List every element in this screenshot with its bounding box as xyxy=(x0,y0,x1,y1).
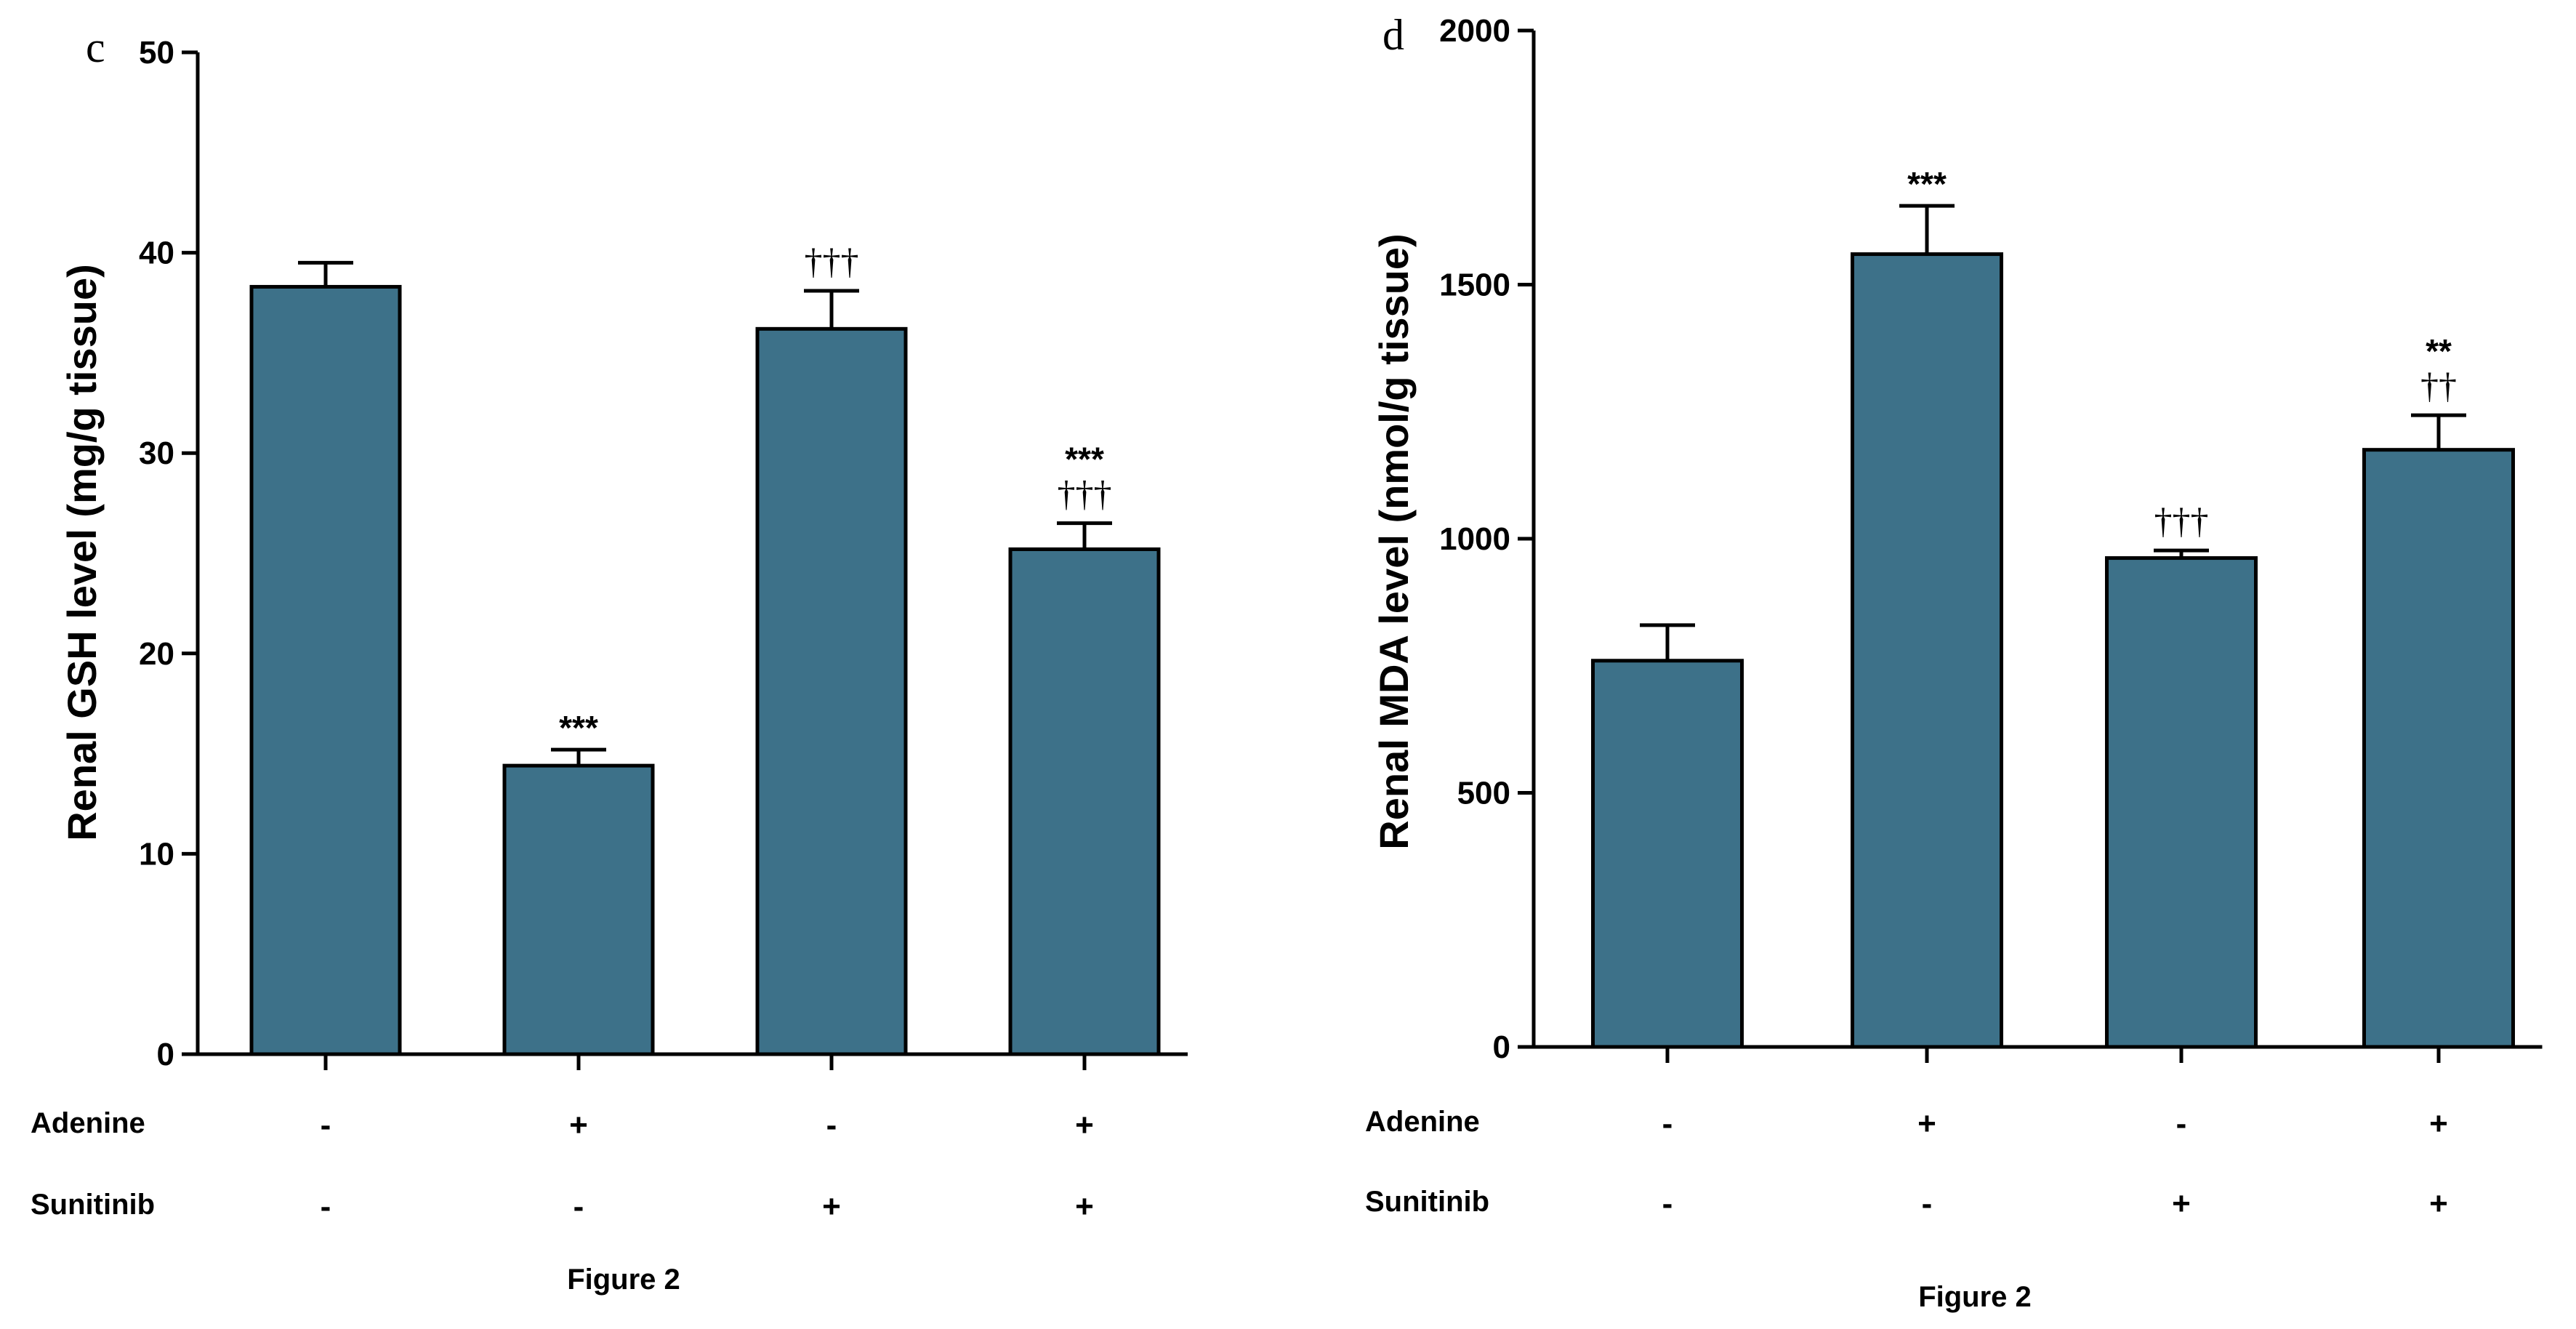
y-tick-label: 500 xyxy=(1457,776,1510,811)
treatment-row-label: Adenine xyxy=(1365,1106,1480,1138)
figure-caption: Figure 2 xyxy=(567,1264,680,1296)
y-tick-label: 40 xyxy=(139,236,174,271)
treatment-sign: + xyxy=(1917,1106,1936,1141)
bar xyxy=(249,284,402,1056)
y-tick-label: 2000 xyxy=(1439,13,1510,49)
treatment-sign: + xyxy=(822,1189,841,1224)
treatment-sign: - xyxy=(573,1189,584,1224)
y-tick-label: 0 xyxy=(157,1037,174,1072)
y-tick-label: 30 xyxy=(139,435,174,471)
y-axis-label: Renal GSH level (mg/g tissue) xyxy=(59,264,105,841)
bar xyxy=(1851,252,2003,1049)
y-tick-label: 10 xyxy=(139,836,174,872)
treatment-sign: + xyxy=(1075,1189,1094,1224)
treatment-row-label: Sunitinib xyxy=(31,1189,155,1221)
treatment-sign: + xyxy=(2172,1186,2191,1221)
significance-daggers: †† xyxy=(2420,365,2457,406)
figure-caption: Figure 2 xyxy=(1918,1281,2032,1313)
panel-label: d xyxy=(1382,11,1404,59)
significance-daggers: ††† xyxy=(805,241,859,281)
bar xyxy=(2105,556,2258,1049)
bar xyxy=(755,326,908,1056)
y-tick-label: 0 xyxy=(1493,1029,1510,1065)
treatment-sign: - xyxy=(1922,1186,1933,1221)
treatment-row-label: Sunitinib xyxy=(1365,1186,1489,1218)
treatment-sign: - xyxy=(321,1107,331,1143)
chart-panel-c: 0 10 20 30 40 50 Renal GSH level (mg/g tissue)… xyxy=(31,23,1188,1296)
significance-stars: ** xyxy=(2426,332,2452,370)
treatment-sign: - xyxy=(2176,1106,2187,1141)
significance-stars: *** xyxy=(1065,441,1104,478)
significance-daggers: ††† xyxy=(2154,500,2209,541)
significance-stars: *** xyxy=(559,709,598,747)
treatment-row-label: Adenine xyxy=(31,1107,145,1139)
treatment-sign: + xyxy=(2429,1106,2448,1141)
treatment-sign: - xyxy=(1662,1106,1673,1141)
treatment-sign: + xyxy=(569,1107,588,1143)
significance-daggers: ††† xyxy=(1058,473,1112,514)
y-tick-label: 1500 xyxy=(1439,268,1510,303)
treatment-sign: - xyxy=(1662,1186,1673,1221)
chart-panel-d: 0 500 1000 1500 2000 Renal MDA level (nmol/g … xyxy=(1365,11,2543,1313)
y-tick-label: 20 xyxy=(139,636,174,672)
y-tick-label: 1000 xyxy=(1439,521,1510,557)
y-tick-label: 50 xyxy=(139,35,174,71)
treatment-sign: - xyxy=(826,1107,837,1143)
treatment-sign: + xyxy=(2429,1186,2448,1221)
bar xyxy=(1591,659,1744,1049)
y-axis-label: Renal MDA level (nmol/g tissue) xyxy=(1371,233,1417,849)
bar xyxy=(502,763,655,1056)
significance-stars: *** xyxy=(1907,165,1947,203)
treatment-sign: - xyxy=(321,1189,331,1224)
panel-label: c xyxy=(86,23,105,71)
bar xyxy=(1008,547,1161,1056)
bar xyxy=(2362,448,2515,1049)
treatment-sign: + xyxy=(1075,1107,1094,1143)
